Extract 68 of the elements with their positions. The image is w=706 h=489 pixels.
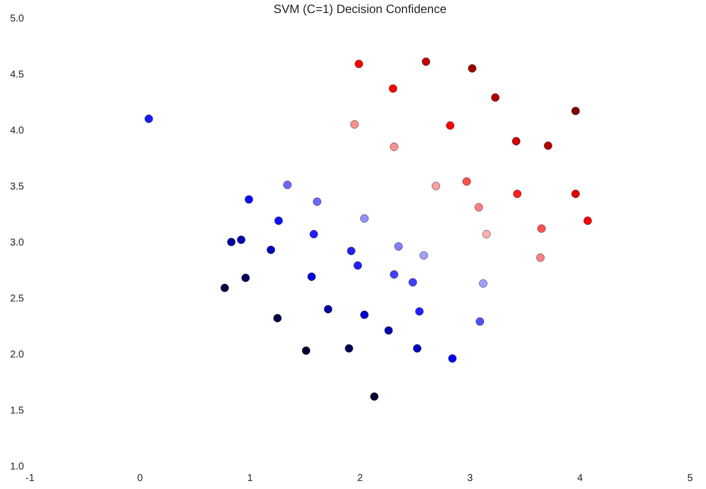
y-tick-label: 3.5 xyxy=(10,182,24,192)
y-tick-label: 4.0 xyxy=(10,126,24,136)
point xyxy=(513,190,522,198)
point xyxy=(227,238,236,246)
x-tick-label: 2 xyxy=(357,473,364,484)
x-tick-label: 0 xyxy=(137,473,144,484)
point xyxy=(474,203,483,212)
point xyxy=(584,216,592,225)
point xyxy=(394,242,403,251)
point xyxy=(350,120,359,129)
y-tick-label: 2.0 xyxy=(10,350,24,360)
point xyxy=(302,346,310,355)
point xyxy=(415,307,424,316)
y-tick-label: 3.0 xyxy=(10,238,24,248)
y-tick-label: 5.0 xyxy=(10,14,24,24)
x-tick-label: 3 xyxy=(467,473,474,484)
point xyxy=(312,198,322,206)
point xyxy=(482,230,491,238)
y-tick-label: 1.0 xyxy=(10,462,24,472)
point xyxy=(448,354,457,363)
point xyxy=(462,177,471,186)
point xyxy=(512,137,520,146)
point xyxy=(537,224,546,233)
point xyxy=(432,182,440,190)
point xyxy=(344,344,354,353)
point xyxy=(390,270,398,279)
chart-title: SVM (C=1) Decision Confidence xyxy=(273,2,447,16)
point xyxy=(354,261,362,270)
point xyxy=(422,58,430,66)
point xyxy=(479,279,488,288)
point xyxy=(244,195,254,204)
point xyxy=(220,284,229,292)
point xyxy=(476,317,484,326)
x-tick-label: 4 xyxy=(577,473,584,484)
point xyxy=(446,121,454,130)
point xyxy=(571,190,580,198)
y-tick-label: 2.5 xyxy=(10,294,24,304)
point xyxy=(274,216,283,225)
x-tick-label: 5 xyxy=(687,473,694,484)
y-tick-label: 4.5 xyxy=(10,70,24,80)
point xyxy=(324,305,332,314)
point xyxy=(571,106,580,116)
point xyxy=(544,142,552,150)
point xyxy=(384,326,393,335)
point xyxy=(491,93,500,102)
point xyxy=(468,64,476,73)
point xyxy=(307,272,316,281)
point xyxy=(360,310,369,319)
point xyxy=(144,114,153,123)
point xyxy=(413,344,422,353)
point xyxy=(536,254,545,262)
point xyxy=(420,251,428,260)
point xyxy=(388,84,398,93)
point xyxy=(266,246,276,254)
point xyxy=(273,314,282,322)
point xyxy=(370,392,378,401)
point xyxy=(310,230,318,238)
x-tick-label: 1 xyxy=(247,473,254,484)
point xyxy=(283,180,292,190)
point xyxy=(347,246,356,256)
x-tick-label: -1 xyxy=(26,473,35,484)
point xyxy=(354,60,364,68)
point xyxy=(360,214,369,223)
point xyxy=(237,236,246,244)
point xyxy=(390,142,398,151)
y-tick-label: 1.5 xyxy=(10,406,24,416)
point xyxy=(241,274,250,282)
point xyxy=(408,278,417,286)
